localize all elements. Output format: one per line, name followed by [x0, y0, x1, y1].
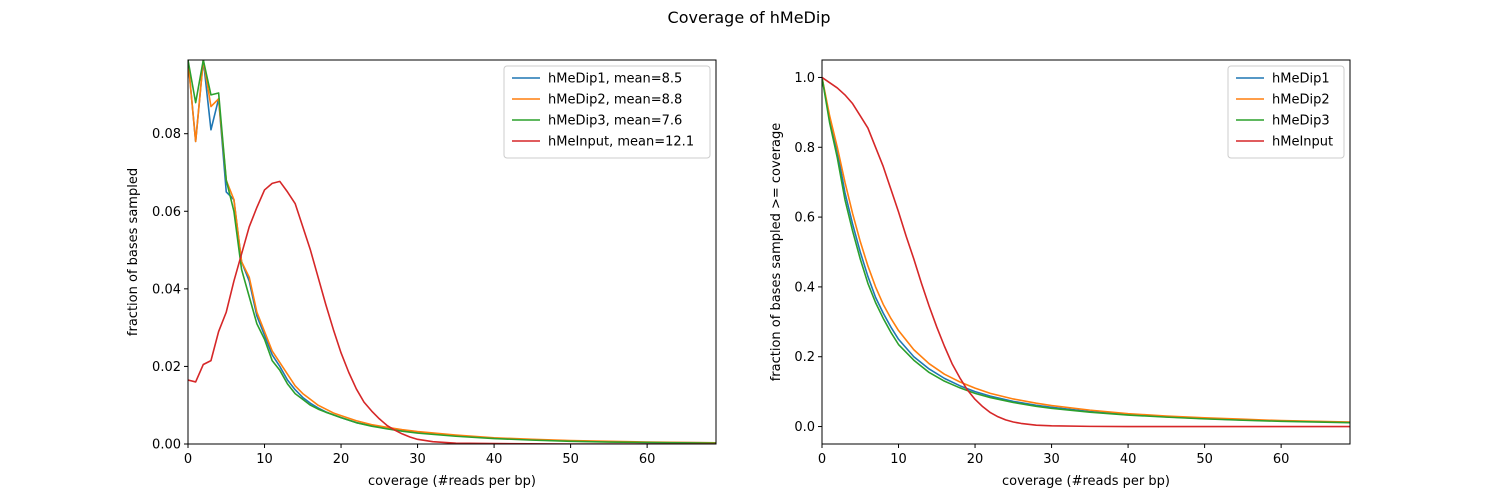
y-tick-label: 0.6 [794, 211, 815, 226]
x-tick-label: 60 [639, 452, 656, 467]
y-tick-label: 1.0 [794, 71, 815, 86]
x-tick-label: 50 [1196, 452, 1213, 467]
y-tick-label: 0.2 [794, 350, 815, 365]
legend-label: hMeDip3, mean=7.6 [548, 114, 682, 129]
x-tick-label: 60 [1273, 452, 1290, 467]
x-tick-label: 20 [967, 452, 984, 467]
pdf-panel: 0 10 20 30 40 50 60 0.00 0.02 0.04 0.06 0.08 coverag… [126, 59, 717, 489]
y-tick-label: 0.06 [152, 205, 181, 220]
legend: hMeDip1 hMeDip2 hMeDip3 hMeInput [1227, 65, 1345, 159]
x-axis-label: coverage (#reads per bp) [368, 474, 536, 489]
y-tick-label: 0.00 [152, 438, 181, 453]
legend-box [503, 65, 711, 159]
series-line [188, 180, 716, 444]
series-line [188, 60, 716, 444]
legend-label: hMeDip3 [1272, 114, 1330, 129]
series-line [188, 60, 716, 444]
x-tick-label: 40 [486, 452, 503, 467]
axes-frame [187, 59, 717, 445]
cdf-panel: 0 10 20 30 40 50 60 0.0 0.2 0.4 0.6 0.8 1.0 coverage … [769, 59, 1351, 489]
y-tick-label: 0.04 [152, 282, 181, 297]
y-tick-label: 0.8 [794, 141, 815, 156]
series-line [822, 77, 1350, 424]
legend-label: hMeDip2, mean=8.8 [548, 93, 682, 108]
legend-label: hMeDip2 [1272, 93, 1330, 108]
series-line [822, 77, 1350, 423]
x-tick-label: 30 [409, 452, 426, 467]
legend-box [1227, 65, 1345, 159]
legend: hMeDip1, mean=8.5 hMeDip2, mean=8.8 hMeDip… [503, 65, 711, 159]
x-axis-label: coverage (#reads per bp) [1002, 474, 1170, 489]
y-tick-label: 0.08 [152, 127, 181, 142]
legend-label: hMeDip1, mean=8.5 [548, 72, 682, 87]
y-tick-label: 0.0 [794, 420, 815, 435]
series-line [822, 76, 1350, 428]
figure-title: Coverage of hMeDip [668, 8, 831, 27]
x-tick-label: 50 [562, 452, 579, 467]
legend-label: hMeDip1 [1272, 72, 1330, 87]
x-tick-label: 40 [1120, 452, 1137, 467]
x-tick-label: 20 [333, 452, 350, 467]
y-tick-label: 0.02 [152, 360, 181, 375]
y-axis-label: fraction of bases sampled [126, 168, 141, 336]
y-axis-label: fraction of bases sampled >= coverage [769, 123, 784, 382]
x-tick-label: 0 [184, 452, 192, 467]
x-tick-label: 30 [1043, 452, 1060, 467]
series-lines [188, 60, 716, 444]
axes-frame [821, 59, 1351, 445]
x-tick-label: 10 [890, 452, 907, 467]
x-tick-label: 10 [256, 452, 273, 467]
x-tick-label: 0 [818, 452, 826, 467]
series-lines [822, 76, 1350, 428]
legend-label: hMeInput [1272, 135, 1333, 150]
legend-label: hMeInput, mean=12.1 [548, 135, 694, 150]
y-tick-label: 0.4 [794, 280, 815, 295]
